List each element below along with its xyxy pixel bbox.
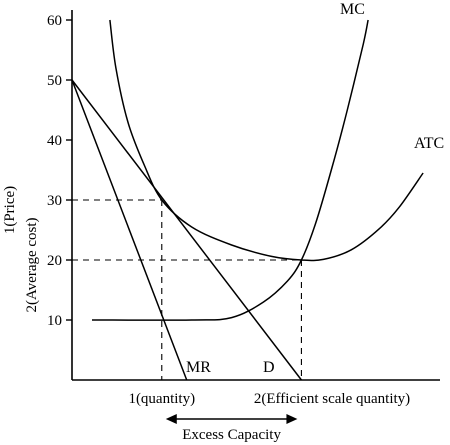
excess-capacity-arrowhead-right xyxy=(286,414,298,424)
y-tick-label-60: 60 xyxy=(47,13,62,29)
atc-curve xyxy=(109,19,424,262)
y-tick-label-20: 20 xyxy=(47,253,62,269)
d-curve xyxy=(71,79,303,381)
mr-curve xyxy=(71,79,188,381)
mr-label: MR xyxy=(186,359,211,376)
excess-capacity-label: Excess Capacity xyxy=(182,427,281,443)
curves xyxy=(71,19,424,381)
y-axis-label-average-cost: 2(Average cost) xyxy=(24,217,40,312)
atc-label: ATC xyxy=(414,135,444,152)
y-tick-label-50: 50 xyxy=(47,73,62,89)
mc-label: MC xyxy=(340,1,365,18)
y-tick-label-10: 10 xyxy=(47,313,62,329)
excess-capacity-arrowhead-left xyxy=(165,414,177,424)
labels: 10 20 30 40 50 60 1(Price) 2(Average cost) D MR AT… xyxy=(2,1,444,443)
axes xyxy=(66,10,440,381)
x-tick-label-quantity: 1(quantity) xyxy=(128,391,195,407)
d-label: D xyxy=(263,359,275,376)
y-axis-label-price: 1(Price) xyxy=(2,186,18,234)
mc-curve xyxy=(91,19,369,321)
x-tick-label-efficient-scale: 2(Efficient scale quantity) xyxy=(254,391,410,407)
y-tick-label-30: 30 xyxy=(47,193,62,209)
guide-lines xyxy=(72,199,302,380)
y-tick-label-40: 40 xyxy=(47,133,62,149)
